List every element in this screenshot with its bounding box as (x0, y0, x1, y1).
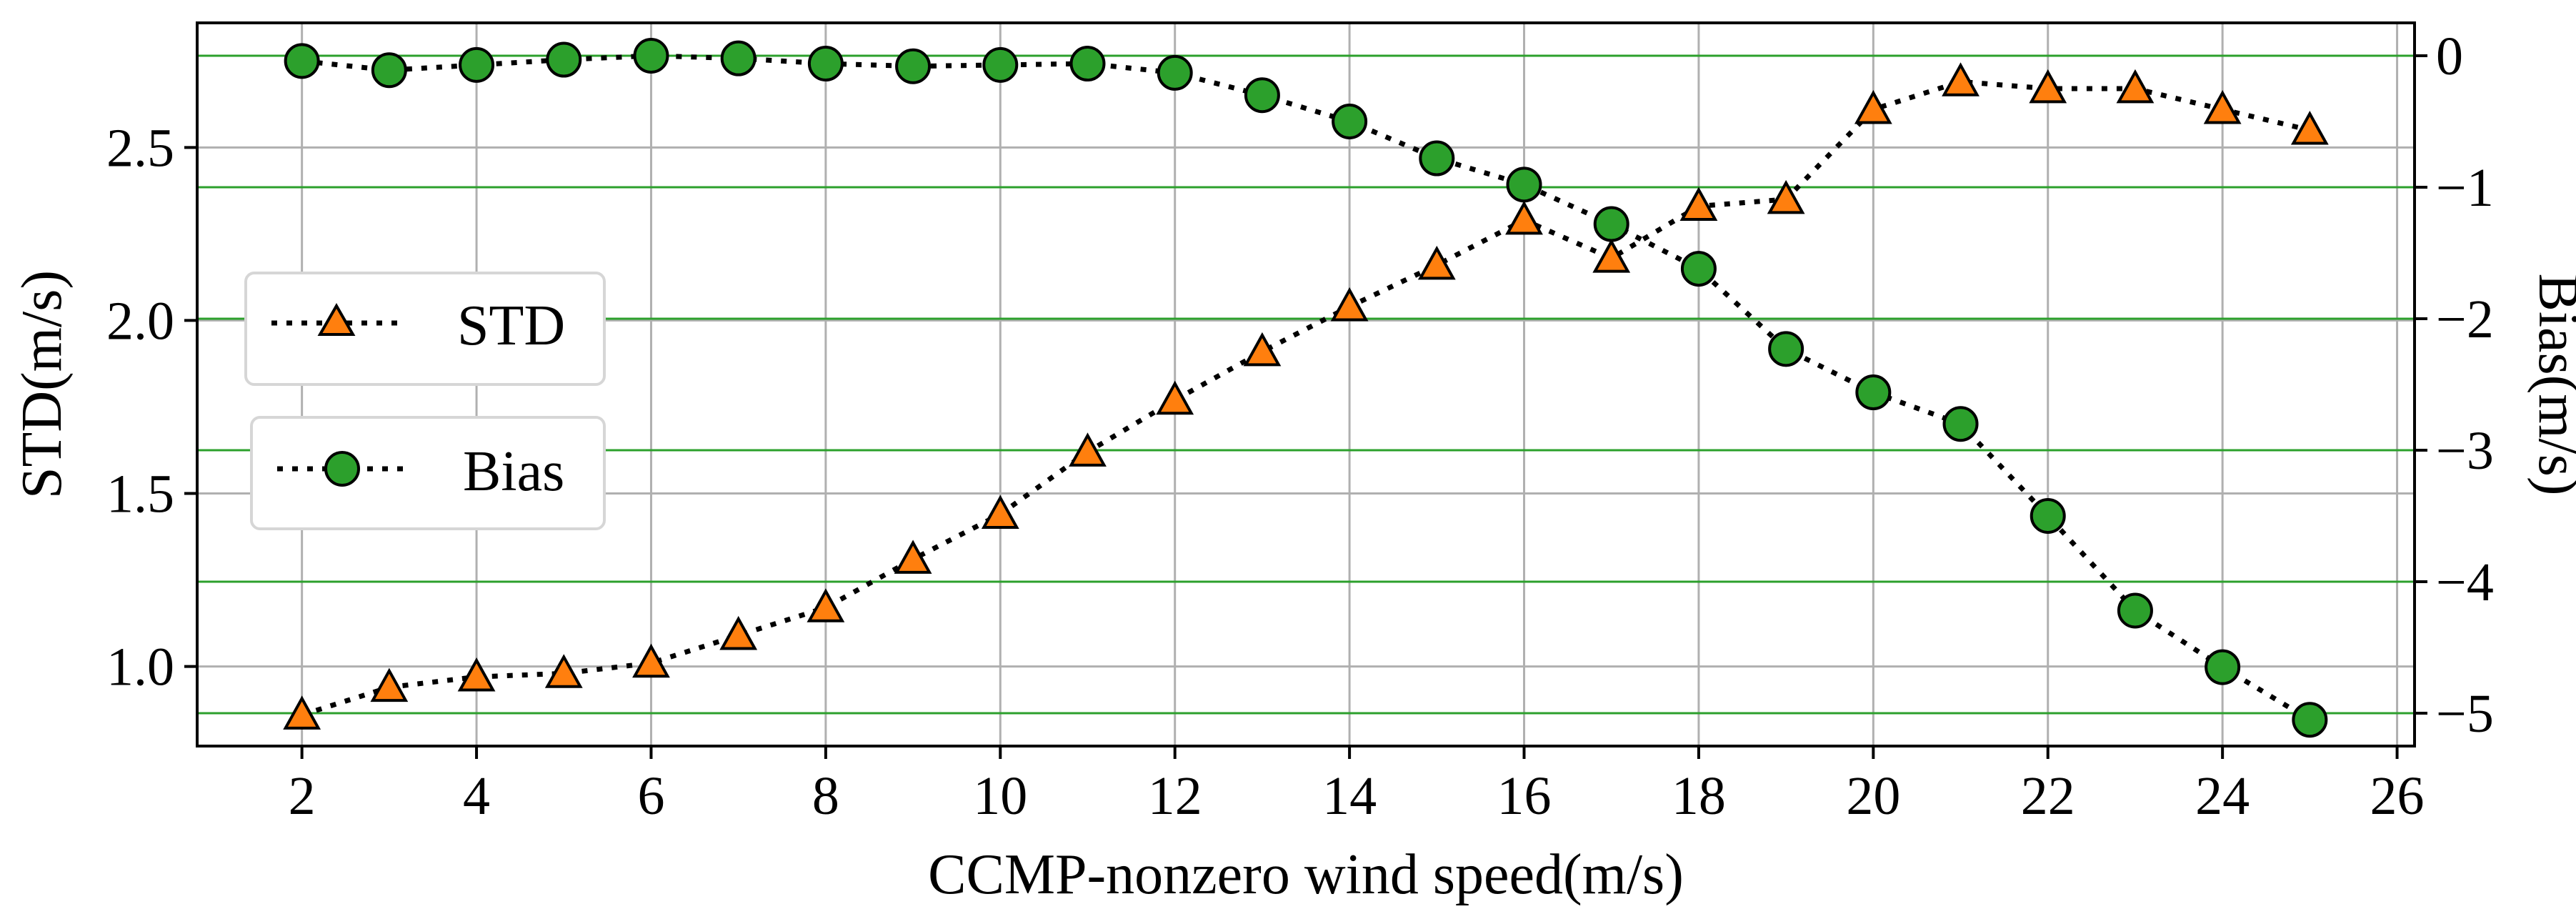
bias-point (1942, 406, 1979, 442)
bias-point (1680, 251, 1717, 287)
std-point (1156, 380, 1194, 415)
x-tick-label: 24 (2195, 766, 2250, 826)
x-tick-label: 12 (1148, 766, 1202, 826)
bias-point (1244, 77, 1280, 114)
std-point (2290, 110, 2329, 145)
x-tick-label: 10 (973, 766, 1027, 826)
std-point (632, 643, 670, 678)
bias-point (720, 40, 757, 76)
legend-bias: Bias (250, 416, 606, 530)
bias-point (1157, 54, 1193, 91)
bias-point (1419, 140, 1455, 177)
bias-point (1768, 331, 1804, 367)
std-point (1417, 245, 1456, 280)
y-left-tick-label: 2.0 (106, 291, 174, 351)
x-tick-label: 2 (289, 766, 316, 826)
x-tick-label: 6 (637, 766, 664, 826)
std-point (544, 654, 583, 688)
std-point (1592, 239, 1631, 273)
legend-std-marker (317, 302, 356, 336)
legend-bias-label: Bias (463, 440, 564, 503)
plot-frame (196, 21, 2416, 747)
bias-point (2117, 592, 2153, 629)
legend-std: STD (244, 272, 606, 386)
y-left-tick-label: 1.5 (106, 465, 174, 525)
bias-point (459, 46, 495, 83)
y-right-tick-label: −5 (2436, 684, 2494, 744)
bias-point (546, 41, 582, 78)
bias-point (633, 38, 669, 74)
y-right-tick-label: −3 (2436, 421, 2494, 481)
std-point (894, 540, 932, 574)
std-point (981, 495, 1019, 529)
std-point (2116, 69, 2155, 104)
x-tick-label: 8 (812, 766, 839, 826)
x-tick-label: 20 (1846, 766, 1900, 826)
legend-std-frame (244, 272, 606, 386)
bias-point (2205, 649, 2241, 685)
x-axis-label: CCMP-nonzero wind speed(m/s) (928, 843, 1684, 906)
std-point (457, 657, 496, 692)
std-point (807, 588, 845, 622)
std-point (370, 667, 409, 702)
grid-layer (197, 23, 2415, 746)
y-right-tick-label: −1 (2436, 158, 2494, 218)
std-point (1330, 287, 1369, 322)
x-tick-label: 26 (2370, 766, 2425, 826)
std-point (1679, 187, 1718, 222)
y-axis-label-left: STD(m/s) (11, 270, 74, 499)
bias-point (2292, 702, 2328, 738)
y-right-tick-label: −4 (2436, 552, 2494, 612)
legend-std-label: STD (457, 294, 565, 357)
bias-point (1855, 374, 1892, 411)
bias-point (2030, 498, 2066, 534)
std-point (1069, 432, 1107, 467)
bias-point (284, 43, 320, 79)
bias-point (371, 52, 407, 89)
x-tick-label: 14 (1322, 766, 1377, 826)
bias-point (807, 46, 844, 82)
x-tick-label: 22 (2021, 766, 2075, 826)
std-point (719, 615, 758, 650)
bias-point (1332, 104, 1368, 139)
std-point (2203, 89, 2242, 124)
std-point (1767, 179, 1805, 214)
axes-layer: 2 4 6 8 10 12 14 16 18 20 22 24 261.01.52.02.5−5−4−3… (106, 26, 2494, 826)
x-tick-label: 4 (463, 766, 490, 826)
series-line-bias (301, 53, 2312, 722)
legend-bias-frame (250, 416, 606, 530)
series-layer (283, 38, 2329, 738)
bias-point (1069, 46, 1106, 82)
x-tick-label: 16 (1497, 766, 1552, 826)
bias-point (1593, 206, 1629, 242)
std-point (2029, 69, 2067, 104)
x-tick-label: 18 (1672, 766, 1726, 826)
bias-point (1506, 167, 1542, 203)
std-point (1942, 62, 1980, 96)
y-right-tick-label: −2 (2436, 289, 2494, 349)
y-left-tick-label: 1.0 (106, 637, 174, 697)
legend-bias-marker (324, 451, 360, 487)
bias-point (895, 48, 932, 84)
bias-point (982, 46, 1019, 83)
series-line-std (301, 79, 2311, 717)
y-left-tick-label: 2.5 (106, 118, 174, 178)
y-right-tick-label: 0 (2436, 26, 2463, 86)
std-point (283, 695, 321, 730)
std-point (1505, 200, 1543, 235)
std-point (1243, 332, 1282, 367)
y-axis-label-right: Bias(m/s) (2527, 273, 2576, 495)
std-point (1854, 89, 1892, 124)
